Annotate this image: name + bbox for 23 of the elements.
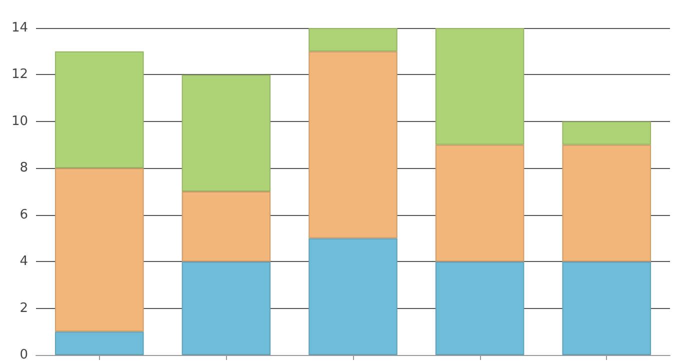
y-tick-label: 10: [11, 114, 28, 129]
bar: [182, 192, 271, 262]
y-tick-label: 8: [20, 160, 28, 176]
y-tick-label: 0: [20, 348, 28, 362]
y-tick-label: 2: [20, 300, 28, 316]
bar: [435, 144, 524, 262]
y-tick-label: 6: [20, 207, 28, 222]
y-tick-label: 12: [11, 67, 28, 82]
bar: [55, 51, 144, 168]
bar: [308, 28, 398, 52]
bar: [55, 332, 144, 355]
y-tick-label: 14: [11, 20, 28, 36]
bar: [55, 168, 144, 332]
bar: [562, 144, 651, 262]
bar: [562, 262, 651, 355]
bar: [308, 238, 398, 355]
bar: [182, 262, 271, 355]
bar: [308, 51, 398, 238]
bar: [435, 28, 524, 145]
y-tick-label: 4: [20, 254, 28, 270]
bar: [182, 74, 271, 192]
bar: [562, 121, 651, 145]
bar: [435, 262, 524, 355]
